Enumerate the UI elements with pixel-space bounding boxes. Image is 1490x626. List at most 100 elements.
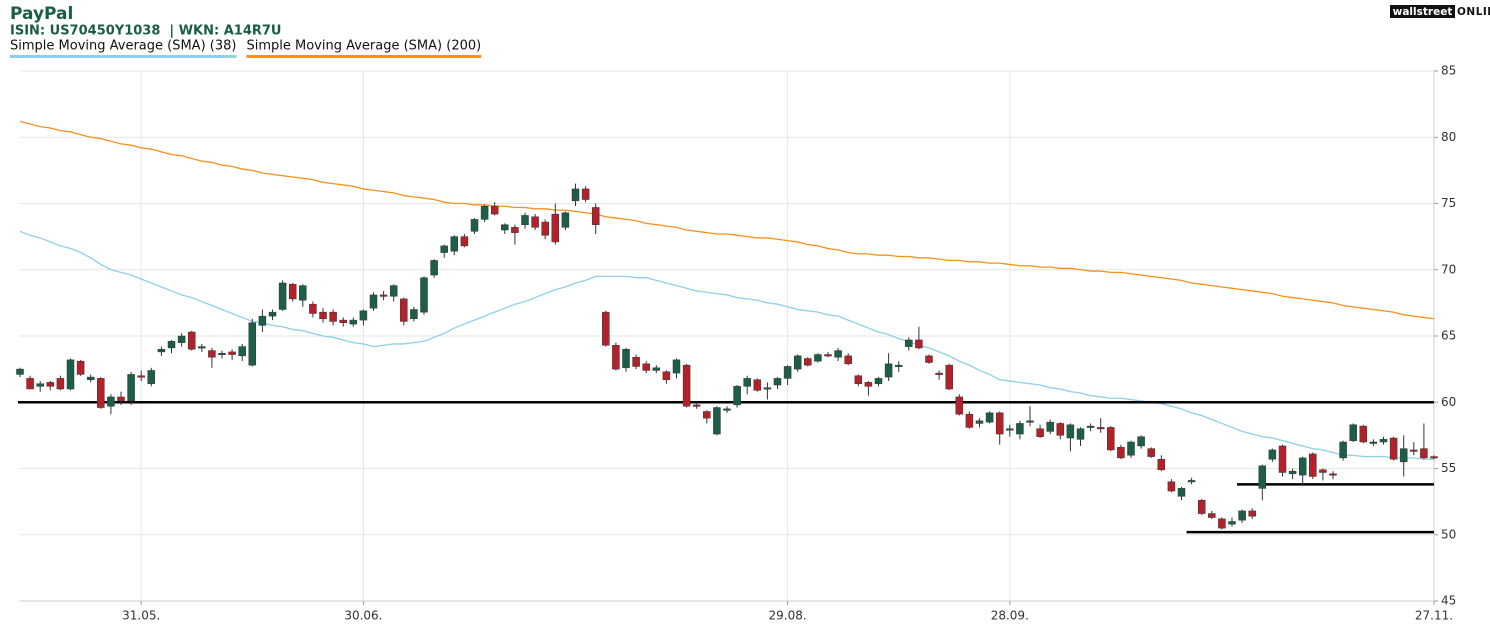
candle-body [763, 387, 772, 390]
candle-body [1430, 456, 1438, 459]
candle-body [450, 236, 459, 252]
candle-body [379, 294, 388, 297]
candle-body [602, 311, 610, 346]
candle-body [561, 212, 570, 228]
candle-body [76, 360, 85, 375]
candle-body [612, 345, 620, 370]
candle-body [1359, 425, 1368, 443]
candle-body [1117, 447, 1125, 459]
candle-body [1268, 449, 1277, 460]
x-tick-label: 28.09. [991, 609, 1029, 623]
candle-body [167, 341, 176, 349]
candle-body [1096, 427, 1105, 430]
candle-body [1218, 518, 1226, 529]
candle-body [894, 364, 903, 367]
candle-body [430, 260, 438, 276]
candle-body [935, 372, 943, 375]
y-tick-label: 60 [1441, 395, 1456, 409]
candle-body [531, 216, 539, 228]
x-tick-label: 31.05. [122, 609, 160, 623]
candle-body [814, 354, 822, 362]
candle-body [571, 188, 580, 202]
candle-body [824, 354, 832, 357]
candle-body [1197, 500, 1206, 514]
candle-body [703, 411, 711, 419]
y-tick-label: 85 [1441, 64, 1456, 78]
candle-body [86, 376, 95, 380]
logo-box [1390, 5, 1455, 18]
candle-body [1026, 420, 1034, 423]
candle-body [1369, 441, 1378, 444]
candle-body [713, 407, 721, 435]
candle-body [692, 404, 701, 407]
candle-body [733, 386, 741, 406]
candle-body [1066, 424, 1075, 439]
candle-body [329, 311, 337, 322]
candle-body [16, 368, 24, 375]
candle-body [1016, 423, 1024, 435]
y-tick-label: 75 [1441, 196, 1456, 210]
candle-body [369, 294, 378, 309]
candle-body [541, 221, 549, 236]
candle-body [884, 363, 893, 378]
candle-body [1046, 421, 1054, 432]
chart-subtitle: ISIN: US70450Y1038 | WKN: A14R7U [10, 24, 282, 39]
candle-body [1228, 521, 1236, 525]
candle-body [1056, 423, 1065, 436]
candle-body [773, 378, 782, 386]
candle-body [198, 346, 206, 349]
candle-body [662, 371, 671, 380]
sma-line [19, 120, 1435, 320]
candle-body [359, 310, 368, 321]
candle-body [1339, 441, 1347, 459]
candle-body [46, 382, 55, 387]
candle-body [874, 378, 883, 384]
logo-suffix: ONLINE [1457, 6, 1490, 18]
candle-body [288, 284, 297, 300]
candle-body [652, 367, 661, 371]
candle-body [551, 213, 560, 243]
candle-body [591, 207, 600, 225]
candle-body [682, 364, 691, 407]
candle-body [864, 382, 873, 387]
candle-body [66, 359, 75, 390]
candle-body [672, 359, 681, 374]
y-tick-label: 50 [1441, 527, 1456, 541]
candle-body [147, 370, 156, 384]
candle-body [1086, 425, 1095, 428]
candle-body [420, 277, 428, 313]
candle-body [844, 355, 852, 365]
candle-body [915, 339, 923, 349]
candle-body [1208, 513, 1216, 518]
candle-body [804, 358, 812, 366]
candle-body [753, 379, 762, 391]
candle-body [501, 224, 509, 231]
candle-body [258, 315, 267, 326]
candle-body [854, 375, 863, 384]
candle-body [1278, 445, 1287, 473]
candle-body [56, 378, 65, 390]
candle-body [1137, 436, 1145, 447]
candle-body [1036, 428, 1044, 437]
candle-body [1349, 424, 1357, 441]
candle-body [1319, 469, 1327, 473]
candle-body [389, 285, 398, 297]
candle-body [1187, 480, 1196, 483]
candle-body [1167, 481, 1176, 492]
candle-body [632, 356, 640, 367]
candle-body [723, 408, 731, 411]
candle-body [1238, 510, 1246, 521]
candle-body [248, 322, 257, 366]
candle-body [793, 355, 802, 370]
candle-body [1399, 448, 1408, 463]
candle-body [1147, 448, 1155, 457]
candle-body [187, 331, 196, 350]
candle-body [975, 420, 984, 424]
candle-body [36, 383, 44, 387]
legend-label: Simple Moving Average (SMA) (200) [246, 39, 481, 54]
candle-body [177, 335, 186, 343]
candle-body [1410, 449, 1418, 452]
candle-body [834, 350, 842, 358]
candle-body [490, 205, 499, 215]
x-tick-label: 29.08. [769, 609, 807, 623]
